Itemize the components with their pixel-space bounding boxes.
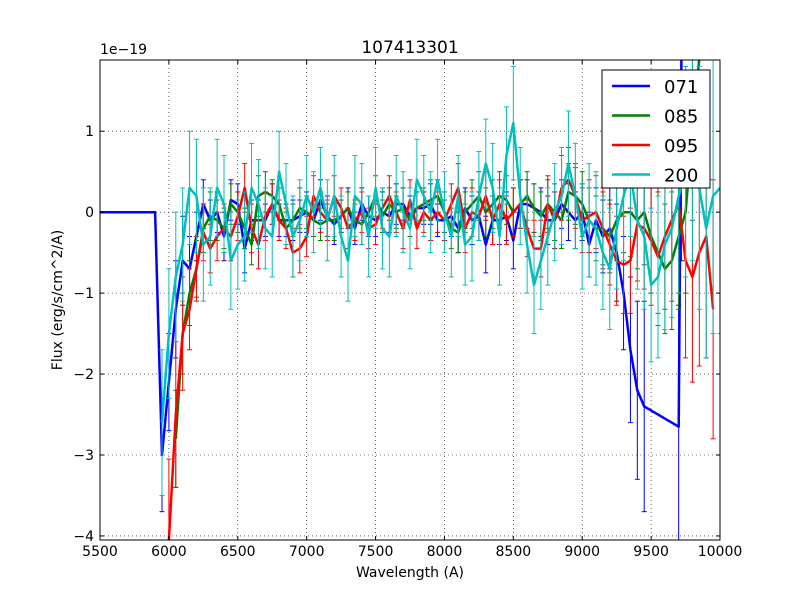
y-tick-label: 0 bbox=[85, 205, 94, 221]
x-tick-label: 9000 bbox=[564, 544, 600, 560]
x-tick-label: 8500 bbox=[496, 544, 532, 560]
x-tick-label: 9500 bbox=[633, 544, 669, 560]
x-tick-label: 6000 bbox=[151, 544, 187, 560]
y-tick-label: −1 bbox=[73, 286, 94, 302]
axis-ticks: 5500 6000 6500 7000 7500 8000 8500 9000 9500 1000… bbox=[73, 60, 742, 560]
legend: 071 085 095 200 bbox=[601, 69, 711, 189]
chart-title: 107413301 bbox=[361, 38, 458, 58]
legend-box bbox=[601, 69, 711, 189]
legend-label: 071 bbox=[664, 77, 698, 98]
x-axis-label: Wavelength (A) bbox=[356, 565, 464, 581]
series-line-095 bbox=[167, 178, 715, 540]
plot-frame bbox=[99, 59, 721, 541]
y-tick-label: −2 bbox=[73, 367, 94, 383]
x-tick-label: 10000 bbox=[698, 544, 743, 560]
x-tick-label: 7500 bbox=[358, 544, 394, 560]
y-tick-label: 1 bbox=[85, 124, 94, 140]
legend-label: 085 bbox=[664, 107, 698, 128]
legend-label: 200 bbox=[664, 166, 698, 187]
y-tick-label: −3 bbox=[73, 448, 94, 464]
y-axis-label: Flux (erg/s/cm^2/A) bbox=[50, 230, 66, 370]
x-tick-label: 6500 bbox=[220, 544, 256, 560]
x-tick-label: 8000 bbox=[427, 544, 463, 560]
x-tick-label: 5500 bbox=[82, 544, 118, 560]
legend-label: 095 bbox=[664, 136, 698, 157]
x-tick-label: 7000 bbox=[289, 544, 325, 560]
y-offset-label: 1e−19 bbox=[100, 42, 147, 58]
y-tick-label: −4 bbox=[73, 529, 94, 545]
